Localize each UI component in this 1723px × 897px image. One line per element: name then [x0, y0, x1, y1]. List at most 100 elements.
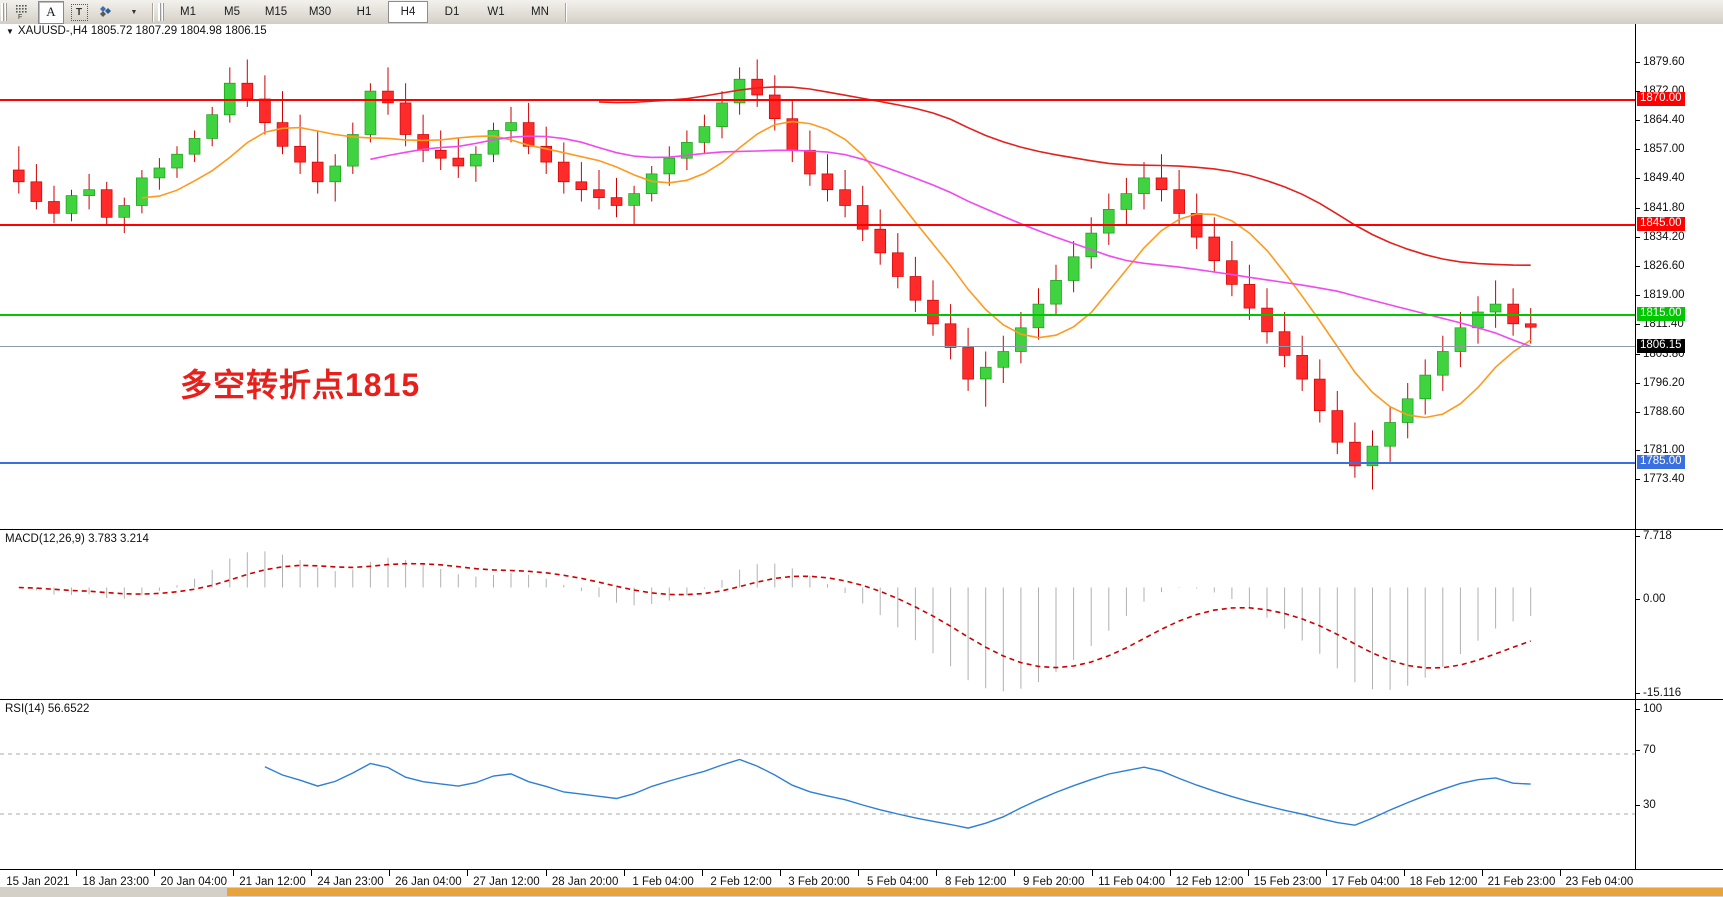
time-tick-mark [1248, 870, 1250, 876]
rsi-series [0, 753, 1635, 829]
time-tick-mark [311, 870, 313, 876]
chart-toolbar: F A T ▼ M1 M5 M15 M30 H1 H4 D1 W1 MN [0, 0, 1723, 25]
price-level-tag[interactable]: 1815.00 [1637, 307, 1685, 321]
level-line-resistance[interactable] [0, 224, 1635, 226]
rsi-plot[interactable] [0, 700, 1635, 869]
price-scale[interactable]: 1879.60 1872.00 1864.40 1857.00 1849.40 1841.… [1635, 24, 1723, 565]
time-tick-mark [1560, 870, 1562, 876]
time-axis-labels: 15 Jan 2021 18 Jan 23:00 20 Jan 04:00 21 Ja… [0, 870, 1635, 897]
time-tick-label: 23 Feb 04:00 [1565, 876, 1634, 888]
time-tick-label: 9 Feb 20:00 [1022, 876, 1085, 888]
level-line-resistance[interactable] [0, 99, 1635, 101]
time-tick-label: 2 Feb 12:00 [710, 876, 772, 888]
rsi-scale: 100 70 30 [1635, 700, 1723, 869]
timeframe-m15[interactable]: M15 [264, 6, 288, 18]
rsi-tick: 70 [1636, 744, 1656, 756]
price-tick: 1857.00 [1636, 143, 1685, 155]
objects-icon[interactable] [94, 1, 120, 24]
time-tick-mark [1404, 870, 1406, 876]
timeframe-m5[interactable]: M5 [224, 6, 240, 18]
time-tick-mark [233, 870, 235, 876]
time-tick-label: 15 Feb 23:00 [1253, 876, 1322, 888]
time-tick-mark [545, 870, 547, 876]
timeframe-m1[interactable]: M1 [180, 6, 196, 18]
toolbar-separator-1 [152, 2, 154, 22]
macd-tick: 7.718 [1636, 530, 1672, 542]
price-tick: 1811.40 [1636, 318, 1684, 330]
macd-pane[interactable]: MACD(12,26,9) 3.783 3.214 7.718 0.00 -15.1… [0, 529, 1723, 699]
time-tick-label: 21 Feb 23:00 [1487, 876, 1556, 888]
chart-area[interactable]: ▼ XAUUSD-,H4 1805.72 1807.29 1804.98 180… [0, 24, 1723, 897]
time-tick-mark [1326, 870, 1328, 876]
timeframe-h4[interactable]: H4 [388, 1, 428, 23]
time-tick-label: 15 Jan 2021 [6, 876, 70, 888]
symbol-collapse-caret-icon[interactable]: ▼ [6, 26, 14, 36]
toolbar-separator-2 [565, 2, 567, 22]
time-tick-label: 21 Jan 12:00 [239, 876, 306, 888]
time-tick-mark [779, 870, 781, 876]
svg-text:F: F [18, 14, 22, 20]
text-a-icon[interactable]: A [38, 0, 64, 24]
time-tick-label: 26 Jan 04:00 [395, 876, 462, 888]
price-tick: 1826.60 [1636, 260, 1685, 272]
toolbar-drag-handle[interactable] [1, 3, 7, 21]
time-tick-label: 5 Feb 04:00 [867, 876, 929, 888]
time-tick-label: 28 Jan 20:00 [551, 876, 619, 888]
macd-label: MACD(12,26,9) 3.783 3.214 [5, 533, 149, 545]
rsi-label: RSI(14) 56.6522 [5, 703, 90, 715]
current-price-line [0, 346, 1635, 347]
price-tick: 1796.20 [1636, 377, 1685, 389]
timeframe-d1[interactable]: D1 [444, 6, 460, 18]
time-tick-label: 17 Feb 04:00 [1331, 876, 1400, 888]
time-tick-mark [1482, 870, 1484, 876]
price-plot[interactable]: 多空转折点1815 [0, 24, 1635, 529]
price-tick: 1879.60 [1636, 56, 1685, 68]
timeframe-m30[interactable]: M30 [308, 6, 332, 18]
price-tick: 1849.40 [1636, 172, 1685, 184]
status-bar [0, 886, 1723, 897]
macd-tick: 0.00 [1636, 593, 1665, 605]
time-tick-label: 27 Jan 12:00 [473, 876, 540, 888]
time-tick-label: 11 Feb 04:00 [1098, 876, 1166, 888]
price-tick: 1841.80 [1636, 202, 1685, 214]
price-tick: 1819.00 [1636, 289, 1685, 301]
price-pane[interactable]: ▼ XAUUSD-,H4 1805.72 1807.29 1804.98 180… [0, 24, 1723, 565]
symbol-quote-text: XAUUSD-,H4 1805.72 1807.29 1804.98 1806.… [17, 25, 267, 37]
level-line-pivot[interactable] [0, 314, 1635, 316]
timeframe-mn[interactable]: MN [531, 6, 549, 18]
price-tick: 1864.40 [1636, 114, 1685, 126]
grid-f-icon[interactable]: F [10, 1, 36, 24]
price-level-tag[interactable]: 1870.00 [1637, 92, 1685, 106]
candlestick-series [12, 59, 1537, 490]
current-price-tag: 1806.15 [1637, 339, 1685, 353]
macd-scale: 7.718 0.00 -15.116 [1635, 530, 1723, 699]
status-progress-segment [227, 888, 1723, 896]
text-label-icon[interactable]: T [66, 1, 92, 24]
time-tick-mark [623, 870, 625, 876]
price-level-tag[interactable]: 1785.00 [1637, 455, 1685, 469]
timeframe-group: M1 M5 M15 M30 H1 H4 D1 W1 MN [166, 1, 562, 23]
timeframe-w1[interactable]: W1 [487, 6, 505, 18]
level-line-support[interactable] [0, 462, 1635, 464]
time-tick-label: 1 Feb 04:00 [632, 876, 694, 888]
time-tick-mark [858, 870, 860, 876]
time-tick-label: 24 Jan 23:00 [317, 876, 384, 888]
time-tick-label: 12 Feb 12:00 [1175, 876, 1244, 888]
rsi-pane[interactable]: RSI(14) 56.6522 100 70 30 [0, 699, 1723, 869]
macd-plot[interactable] [0, 530, 1635, 699]
macd-tick: -15.116 [1636, 687, 1681, 699]
symbol-quote-bar: ▼ XAUUSD-,H4 1805.72 1807.29 1804.98 180… [0, 24, 1723, 38]
rsi-tick: 30 [1636, 799, 1656, 811]
time-tick-mark [1092, 870, 1094, 876]
time-tick-label: 8 Feb 12:00 [944, 876, 1007, 888]
time-tick-label: 3 Feb 20:00 [788, 876, 850, 888]
objects-dropdown-caret-icon[interactable]: ▼ [130, 8, 138, 16]
time-tick-mark [467, 870, 469, 876]
chart-annotation-text: 多空转折点1815 [180, 367, 421, 403]
timeframe-drag-handle[interactable] [158, 3, 164, 21]
macd-series [18, 551, 1532, 692]
price-level-tag[interactable]: 1845.00 [1637, 217, 1685, 231]
time-tick-mark [76, 870, 78, 876]
timeframe-h1[interactable]: H1 [356, 6, 372, 18]
time-tick-mark [936, 870, 938, 876]
